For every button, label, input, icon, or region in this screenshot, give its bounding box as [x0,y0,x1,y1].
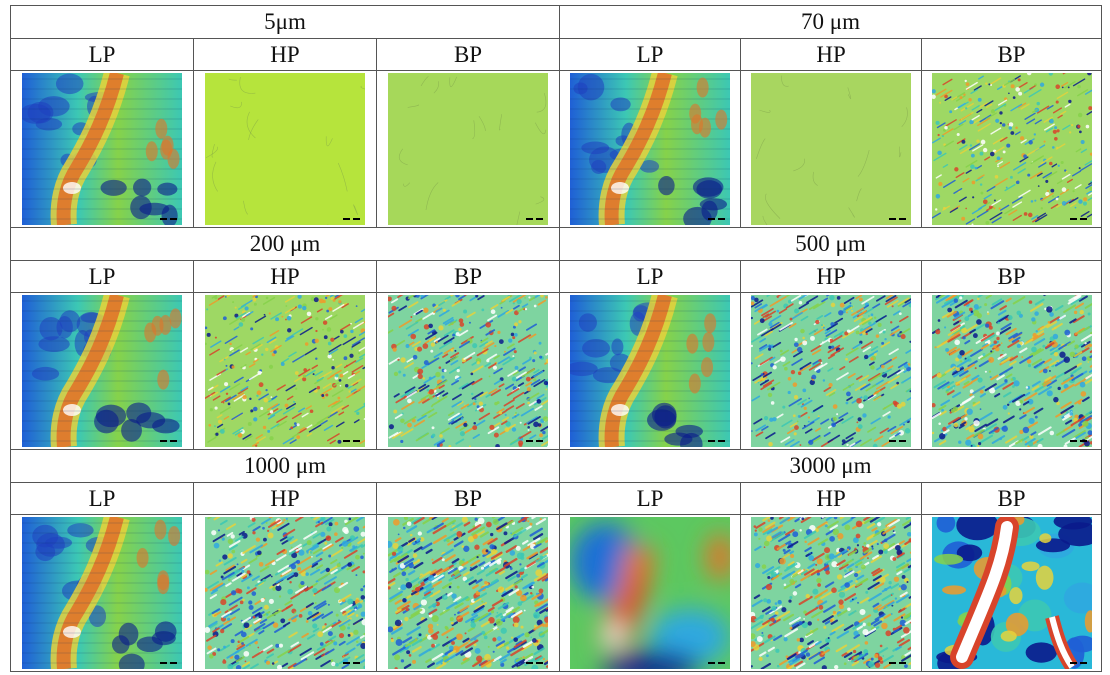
image-cell [193,514,377,672]
filter-label: BP [921,481,1103,516]
image-cell [375,514,561,672]
image-cell [10,292,194,450]
surface-map-5um-BP [388,73,549,226]
filter-label: BP [375,37,561,72]
filter-label: LP [10,37,194,72]
surface-map-200um-LP [22,295,182,448]
image-cell [193,70,377,228]
surface-map-3000um-LP [570,517,731,670]
filter-label: LP [559,259,742,294]
scale-header-left: 1000 μm [9,448,561,483]
image-cell [921,292,1103,450]
figure-panel-table: 5μm 70 μm LP HP BP LP HP BP 200 μm 500 μm LP HP BP LP… [9,5,1103,672]
image-cell [740,514,923,672]
surface-map-200um-HP [205,295,365,448]
filter-label: HP [740,37,923,72]
surface-map-70um-HP [751,73,912,226]
filter-label: LP [10,259,194,294]
filter-label: BP [375,481,561,516]
surface-map-5um-LP [22,73,182,226]
surface-map-70um-LP [570,73,731,226]
filter-label: BP [375,259,561,294]
filter-label: LP [10,481,194,516]
surface-map-1000um-HP [205,517,365,670]
scale-header-left: 5μm [9,5,561,39]
filter-label: BP [921,259,1103,294]
filter-label: LP [559,37,742,72]
image-cell [10,514,194,672]
surface-map-500um-LP [570,295,731,448]
surface-map-3000um-HP [751,517,912,670]
surface-map-1000um-LP [22,517,182,670]
filter-label: BP [921,37,1103,72]
scale-header-right: 500 μm [559,226,1103,261]
surface-map-500um-HP [751,295,912,448]
image-cell [375,292,561,450]
filter-label: HP [740,481,923,516]
image-cell [559,514,742,672]
filter-label: HP [193,37,377,72]
surface-map-3000um-BP [931,517,1092,670]
scale-header-right: 70 μm [559,5,1103,39]
filter-label: HP [740,259,923,294]
filter-label: HP [193,481,377,516]
surface-map-1000um-BP [388,517,549,670]
image-cell [10,70,194,228]
scale-header-left: 200 μm [9,226,561,261]
image-cell [921,70,1103,228]
image-cell [559,70,742,228]
image-cell [375,70,561,228]
image-cell [559,292,742,450]
surface-map-200um-BP [388,295,549,448]
image-cell [193,292,377,450]
image-cell [740,292,923,450]
surface-map-70um-BP [931,73,1092,226]
filter-label: LP [559,481,742,516]
surface-map-500um-BP [931,295,1092,448]
filter-label: HP [193,259,377,294]
image-cell [740,70,923,228]
image-cell [921,514,1103,672]
scale-header-right: 3000 μm [559,448,1103,483]
surface-map-5um-HP [205,73,365,226]
